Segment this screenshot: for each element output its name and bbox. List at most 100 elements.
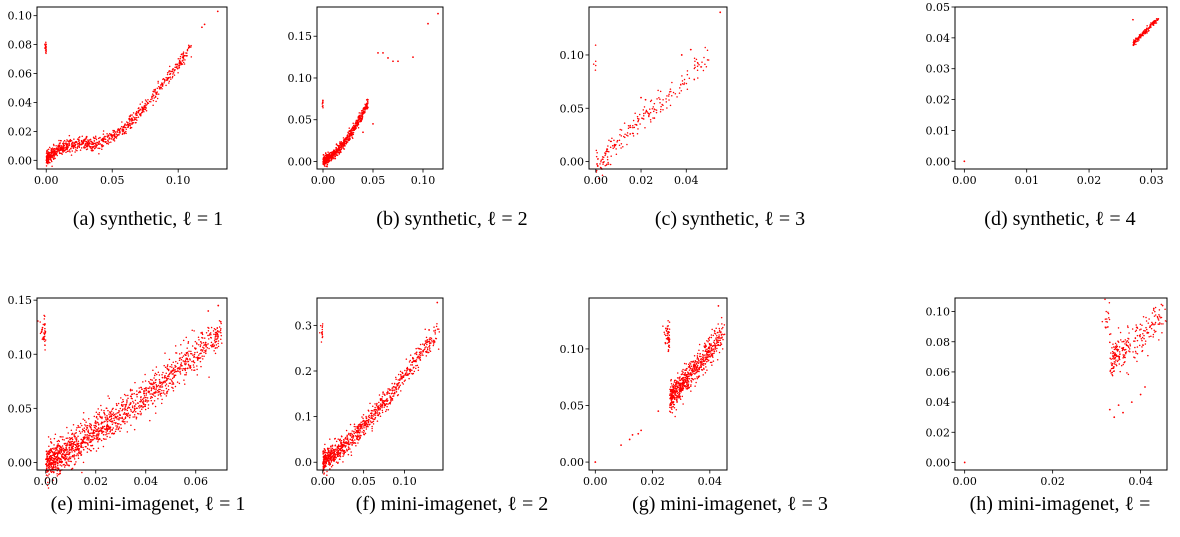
data-point — [72, 449, 75, 452]
data-point — [414, 359, 417, 362]
data-point — [381, 399, 383, 401]
data-point — [335, 143, 338, 146]
data-point — [82, 429, 85, 432]
data-point — [65, 447, 67, 449]
data-point — [74, 437, 76, 439]
data-point — [655, 111, 658, 114]
data-point — [620, 135, 623, 137]
data-point — [345, 448, 348, 450]
data-point — [633, 126, 636, 129]
data-point — [688, 77, 691, 79]
data-point — [417, 355, 419, 357]
data-point — [56, 448, 58, 451]
data-point — [153, 374, 156, 377]
data-point — [159, 88, 161, 90]
data-point — [46, 151, 48, 153]
data-point — [130, 424, 132, 426]
data-point — [666, 107, 668, 109]
data-point — [668, 99, 670, 101]
data-point — [1153, 22, 1155, 24]
data-point — [619, 133, 621, 136]
data-point — [87, 430, 89, 433]
data-point — [190, 352, 192, 355]
data-point — [88, 435, 90, 437]
data-point — [676, 398, 678, 401]
data-point — [352, 133, 355, 136]
data-point — [415, 347, 417, 350]
data-point — [125, 403, 128, 406]
data-point — [56, 445, 58, 448]
data-point — [343, 143, 346, 145]
data-point — [40, 331, 43, 334]
data-point — [376, 412, 378, 414]
data-point — [142, 402, 145, 404]
data-point — [159, 385, 162, 387]
data-point — [48, 156, 51, 158]
data-point — [118, 418, 120, 421]
data-point — [720, 316, 723, 319]
data-point — [136, 393, 138, 396]
data-point — [663, 333, 666, 335]
data-point — [55, 458, 57, 460]
data-point — [48, 463, 50, 465]
data-point — [61, 445, 64, 447]
data-point — [652, 117, 654, 119]
data-point — [652, 106, 655, 108]
y-tick-label: 0.00 — [926, 155, 951, 168]
data-point — [210, 333, 212, 336]
data-point — [679, 389, 682, 391]
data-point — [129, 120, 131, 122]
data-point — [66, 150, 69, 153]
data-point — [599, 166, 602, 169]
data-point — [714, 345, 716, 348]
data-point — [659, 111, 662, 113]
data-point — [53, 464, 55, 466]
data-point — [46, 471, 48, 474]
data-point — [165, 372, 167, 375]
data-point — [702, 364, 705, 366]
data-point — [91, 432, 93, 434]
data-point — [695, 371, 698, 374]
data-point — [130, 126, 133, 129]
data-point — [76, 147, 79, 149]
data-point — [67, 432, 69, 434]
data-point — [144, 108, 146, 110]
data-point — [379, 404, 381, 407]
data-point — [92, 447, 95, 450]
data-point — [368, 419, 370, 421]
data-point — [690, 374, 692, 377]
data-point — [106, 421, 109, 423]
data-point — [596, 152, 598, 154]
data-point — [668, 334, 671, 336]
data-point — [97, 421, 99, 424]
data-point — [436, 328, 439, 330]
data-point — [333, 450, 335, 452]
data-point — [42, 323, 44, 326]
data-point — [166, 390, 169, 393]
data-point — [178, 359, 181, 362]
data-point — [82, 440, 84, 443]
data-point — [168, 82, 170, 84]
data-point — [214, 347, 217, 349]
data-point — [103, 428, 106, 430]
data-point — [340, 142, 342, 144]
data-point — [97, 423, 100, 426]
data-point — [78, 139, 80, 142]
data-point — [1143, 30, 1145, 32]
data-point — [56, 472, 58, 475]
data-point — [116, 415, 119, 417]
data-point — [75, 149, 77, 151]
data-point — [399, 374, 402, 376]
data-point — [184, 383, 186, 385]
data-point — [106, 414, 108, 417]
data-point — [127, 414, 129, 416]
data-point — [110, 414, 112, 416]
data-point — [377, 408, 379, 410]
data-point — [346, 141, 349, 143]
data-point — [146, 397, 149, 399]
data-point — [425, 346, 427, 348]
data-point — [155, 378, 157, 381]
x-tick-label: 0.00 — [584, 174, 609, 187]
data-point — [53, 454, 55, 457]
data-point — [213, 344, 216, 346]
